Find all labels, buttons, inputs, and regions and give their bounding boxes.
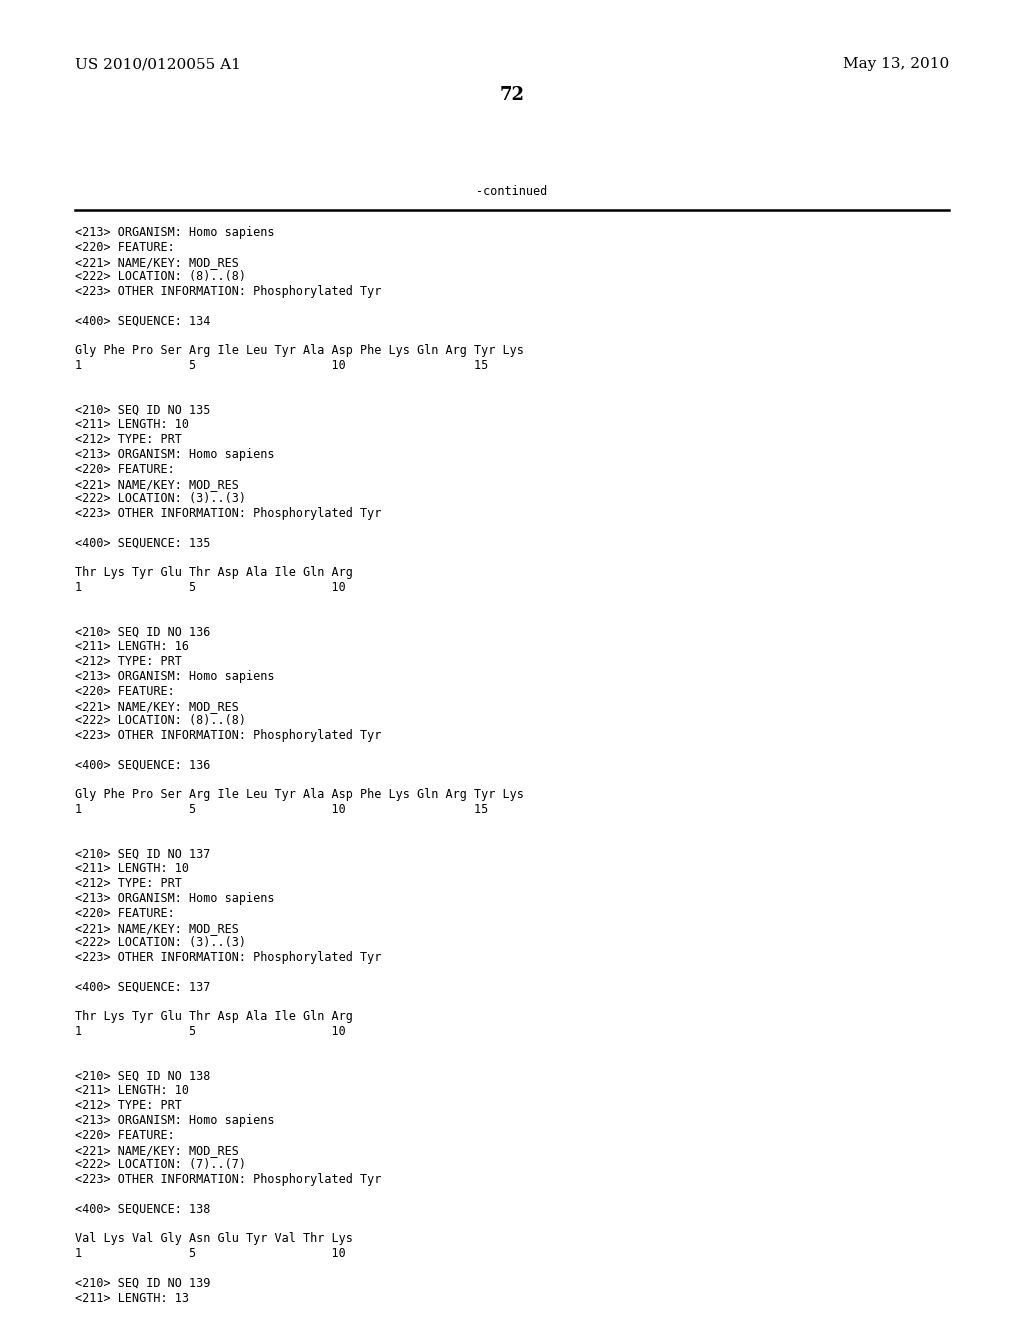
Text: <213> ORGANISM: Homo sapiens: <213> ORGANISM: Homo sapiens [75, 671, 274, 682]
Text: <221> NAME/KEY: MOD_RES: <221> NAME/KEY: MOD_RES [75, 1143, 239, 1156]
Text: <220> FEATURE:: <220> FEATURE: [75, 685, 175, 698]
Text: <220> FEATURE:: <220> FEATURE: [75, 240, 175, 253]
Text: <222> LOCATION: (8)..(8): <222> LOCATION: (8)..(8) [75, 714, 246, 727]
Text: <212> TYPE: PRT: <212> TYPE: PRT [75, 878, 182, 890]
Text: <213> ORGANISM: Homo sapiens: <213> ORGANISM: Homo sapiens [75, 1114, 274, 1127]
Text: <221> NAME/KEY: MOD_RES: <221> NAME/KEY: MOD_RES [75, 700, 239, 713]
Text: <223> OTHER INFORMATION: Phosphorylated Tyr: <223> OTHER INFORMATION: Phosphorylated … [75, 729, 381, 742]
Text: <221> NAME/KEY: MOD_RES: <221> NAME/KEY: MOD_RES [75, 256, 239, 268]
Text: <400> SEQUENCE: 136: <400> SEQUENCE: 136 [75, 759, 210, 772]
Text: <211> LENGTH: 10: <211> LENGTH: 10 [75, 862, 189, 875]
Text: <213> ORGANISM: Homo sapiens: <213> ORGANISM: Homo sapiens [75, 892, 274, 906]
Text: Thr Lys Tyr Glu Thr Asp Ala Ile Gln Arg: Thr Lys Tyr Glu Thr Asp Ala Ile Gln Arg [75, 1010, 353, 1023]
Text: <213> ORGANISM: Homo sapiens: <213> ORGANISM: Homo sapiens [75, 226, 274, 239]
Text: <400> SEQUENCE: 134: <400> SEQUENCE: 134 [75, 314, 210, 327]
Text: <211> LENGTH: 13: <211> LENGTH: 13 [75, 1291, 189, 1304]
Text: <223> OTHER INFORMATION: Phosphorylated Tyr: <223> OTHER INFORMATION: Phosphorylated … [75, 285, 381, 298]
Text: <211> LENGTH: 16: <211> LENGTH: 16 [75, 640, 189, 653]
Text: <400> SEQUENCE: 138: <400> SEQUENCE: 138 [75, 1203, 210, 1216]
Text: <210> SEQ ID NO 139: <210> SEQ ID NO 139 [75, 1276, 210, 1290]
Text: <220> FEATURE:: <220> FEATURE: [75, 463, 175, 475]
Text: <211> LENGTH: 10: <211> LENGTH: 10 [75, 1085, 189, 1097]
Text: <222> LOCATION: (7)..(7): <222> LOCATION: (7)..(7) [75, 1159, 246, 1171]
Text: <210> SEQ ID NO 136: <210> SEQ ID NO 136 [75, 626, 210, 639]
Text: <212> TYPE: PRT: <212> TYPE: PRT [75, 655, 182, 668]
Text: US 2010/0120055 A1: US 2010/0120055 A1 [75, 57, 241, 71]
Text: <210> SEQ ID NO 135: <210> SEQ ID NO 135 [75, 404, 210, 417]
Text: <213> ORGANISM: Homo sapiens: <213> ORGANISM: Homo sapiens [75, 447, 274, 461]
Text: 1               5                   10                  15: 1 5 10 15 [75, 803, 488, 816]
Text: 1               5                   10                  15: 1 5 10 15 [75, 359, 488, 372]
Text: <400> SEQUENCE: 135: <400> SEQUENCE: 135 [75, 537, 210, 550]
Text: -continued: -continued [476, 185, 548, 198]
Text: <220> FEATURE:: <220> FEATURE: [75, 1129, 175, 1142]
Text: Thr Lys Tyr Glu Thr Asp Ala Ile Gln Arg: Thr Lys Tyr Glu Thr Asp Ala Ile Gln Arg [75, 566, 353, 579]
Text: Gly Phe Pro Ser Arg Ile Leu Tyr Ala Asp Phe Lys Gln Arg Tyr Lys: Gly Phe Pro Ser Arg Ile Leu Tyr Ala Asp … [75, 788, 524, 801]
Text: <223> OTHER INFORMATION: Phosphorylated Tyr: <223> OTHER INFORMATION: Phosphorylated … [75, 952, 381, 964]
Text: 72: 72 [500, 86, 524, 104]
Text: May 13, 2010: May 13, 2010 [843, 57, 949, 71]
Text: 1               5                   10: 1 5 10 [75, 1026, 346, 1039]
Text: <222> LOCATION: (3)..(3): <222> LOCATION: (3)..(3) [75, 492, 246, 506]
Text: Val Lys Val Gly Asn Glu Tyr Val Thr Lys: Val Lys Val Gly Asn Glu Tyr Val Thr Lys [75, 1233, 353, 1245]
Text: <210> SEQ ID NO 138: <210> SEQ ID NO 138 [75, 1069, 210, 1082]
Text: <222> LOCATION: (3)..(3): <222> LOCATION: (3)..(3) [75, 936, 246, 949]
Text: <221> NAME/KEY: MOD_RES: <221> NAME/KEY: MOD_RES [75, 921, 239, 935]
Text: <221> NAME/KEY: MOD_RES: <221> NAME/KEY: MOD_RES [75, 478, 239, 491]
Text: 1               5                   10: 1 5 10 [75, 1247, 346, 1261]
Text: <210> SEQ ID NO 137: <210> SEQ ID NO 137 [75, 847, 210, 861]
Text: <220> FEATURE:: <220> FEATURE: [75, 907, 175, 920]
Text: <223> OTHER INFORMATION: Phosphorylated Tyr: <223> OTHER INFORMATION: Phosphorylated … [75, 1173, 381, 1187]
Text: <211> LENGTH: 10: <211> LENGTH: 10 [75, 418, 189, 432]
Text: <400> SEQUENCE: 137: <400> SEQUENCE: 137 [75, 981, 210, 994]
Text: Gly Phe Pro Ser Arg Ile Leu Tyr Ala Asp Phe Lys Gln Arg Tyr Lys: Gly Phe Pro Ser Arg Ile Leu Tyr Ala Asp … [75, 345, 524, 358]
Text: <212> TYPE: PRT: <212> TYPE: PRT [75, 433, 182, 446]
Text: <223> OTHER INFORMATION: Phosphorylated Tyr: <223> OTHER INFORMATION: Phosphorylated … [75, 507, 381, 520]
Text: <222> LOCATION: (8)..(8): <222> LOCATION: (8)..(8) [75, 271, 246, 284]
Text: <212> TYPE: PRT: <212> TYPE: PRT [75, 1100, 182, 1113]
Text: 1               5                   10: 1 5 10 [75, 581, 346, 594]
